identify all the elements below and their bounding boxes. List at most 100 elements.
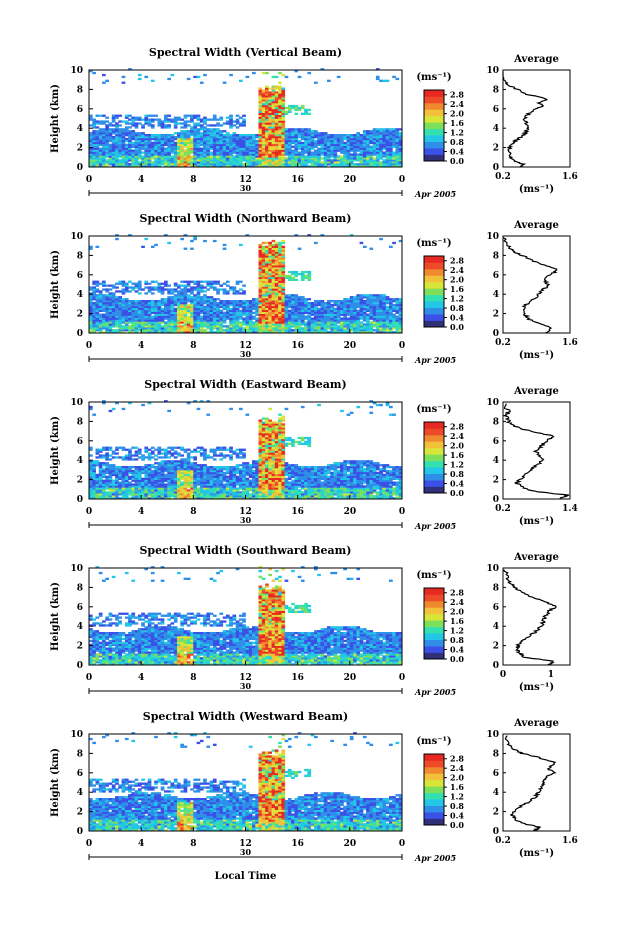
x-axis-label: Local Time [215,871,277,882]
average-y-tick-label: 2 [493,808,499,818]
x-tick-label: 16 [291,341,304,351]
colorbar-swatch [424,428,444,436]
colorbar-tick-label: 0.0 [450,488,464,498]
average-line [502,237,558,334]
colorbar-tick-label: 1.6 [450,118,464,128]
colorbar-tick-label: 0.0 [450,820,464,830]
month-label: Apr 2005 [414,853,457,863]
colorbar-swatch [424,281,444,289]
y-tick-label: 4 [77,456,83,466]
colorbar-swatch [424,447,444,455]
x-tick-label: 8 [190,341,196,351]
colorbar-frame [423,421,445,494]
heatmap-cells [89,400,403,500]
x-tick-label: 4 [138,673,144,683]
month-label: Apr 2005 [414,189,457,199]
date-tick-label: 30 [240,183,252,193]
x-tick-label: 8 [190,175,196,185]
y-tick-label: 10 [70,232,83,242]
y-tick-label: 2 [77,808,83,818]
colorbar-tick-label: 0.8 [450,303,464,313]
heatmap-cells [89,732,403,832]
colorbar-swatch [424,652,444,660]
average-x-unit: (ms⁻¹) [519,350,554,361]
colorbar-tick-label: 1.6 [450,284,464,294]
y-tick-label: 10 [70,564,83,574]
colorbar-swatch [424,454,444,462]
colorbar-swatch [424,779,444,787]
colorbar-swatch [424,275,444,283]
colorbar-swatch [424,268,444,276]
average-y-tick-label: 2 [493,476,499,486]
colorbar-tick-label: 2.0 [450,109,464,119]
y-tick-label: 6 [77,437,83,447]
x-tick-label: 0 [86,507,92,517]
average-line [502,403,570,500]
panel-4: Spectral Width (Westward Beam) 0 2 4 6 8 10 Hei… [50,710,578,863]
x-tick-label: 0 [399,341,405,351]
date-tick-label: 30 [240,349,252,359]
date-tick-label: 30 [240,515,252,525]
average-y-tick-label: 2 [493,642,499,652]
colorbar-tick-label: 0.0 [450,156,464,166]
panel-0: Spectral Width (Vertical Beam) 0 2 4 6 8 10 Hei… [50,46,578,199]
x-tick-label: 0 [399,175,405,185]
average-y-tick-label: 0 [493,827,499,837]
colorbar-unit: (ms⁻¹) [416,72,451,83]
x-tick-label: 16 [291,507,304,517]
month-label: Apr 2005 [414,687,457,697]
colorbar-tick-label: 1.2 [450,792,464,802]
colorbar-swatch [424,128,444,136]
average-x-tick-label: 1.6 [562,172,578,182]
panel-1: Spectral Width (Northward Beam) 0 2 4 6 8 10 He… [50,212,578,365]
panel-title: Spectral Width (Eastward Beam) [144,378,346,391]
colorbar-unit: (ms⁻¹) [416,736,451,747]
y-tick-label: 2 [77,476,83,486]
average-y-tick-label: 10 [486,564,499,574]
average-x-tick-label: 1.4 [562,504,578,514]
colorbar-tick-label: 0.4 [450,313,464,323]
colorbar-swatch [424,639,444,647]
x-tick-label: 12 [239,507,252,517]
colorbar-tick-label: 0.4 [450,811,464,821]
average-y-tick-label: 10 [486,398,499,408]
average-x-unit: (ms⁻¹) [519,184,554,195]
colorbar-swatch [424,115,444,123]
y-tick-label: 4 [77,290,83,300]
average-title: Average [513,386,559,397]
colorbar-tick-label: 2.4 [450,265,464,275]
colorbar-swatch [424,805,444,813]
colorbar-swatch [424,422,444,429]
colorbar-tick-label: 0.8 [450,137,464,147]
average-y-tick-label: 8 [493,251,499,261]
colorbar-swatch [424,262,444,270]
x-tick-label: 12 [239,341,252,351]
x-tick-label: 12 [239,175,252,185]
colorbar-swatch [424,486,444,494]
average-y-tick-label: 2 [493,310,499,320]
average-x-unit: (ms⁻¹) [519,682,554,693]
colorbar-tick-label: 2.4 [450,431,464,441]
average-x-tick-label: 0.2 [495,172,511,182]
colorbar-tick-label: 1.2 [450,626,464,636]
colorbar-swatch [424,122,444,130]
x-tick-label: 0 [86,341,92,351]
y-axis-label: Height (km) [50,250,61,319]
colorbar-tick-label: 2.0 [450,773,464,783]
average-y-tick-label: 2 [493,144,499,154]
colorbar-swatch [424,141,444,149]
x-tick-label: 20 [344,175,357,185]
y-tick-label: 8 [77,85,83,95]
average-y-tick-label: 0 [493,661,499,671]
y-tick-label: 2 [77,642,83,652]
colorbar-swatch [424,613,444,621]
average-frame [502,401,571,500]
date-tick-label: 30 [240,681,252,691]
average-x-tick-label: 1.6 [562,836,578,846]
heatmap-cells [89,566,403,666]
y-tick-label: 10 [70,66,83,76]
x-tick-label: 0 [399,673,405,683]
colorbar-swatch [424,320,444,328]
average-x-tick-label: 0.2 [495,836,511,846]
x-tick-label: 4 [138,175,144,185]
